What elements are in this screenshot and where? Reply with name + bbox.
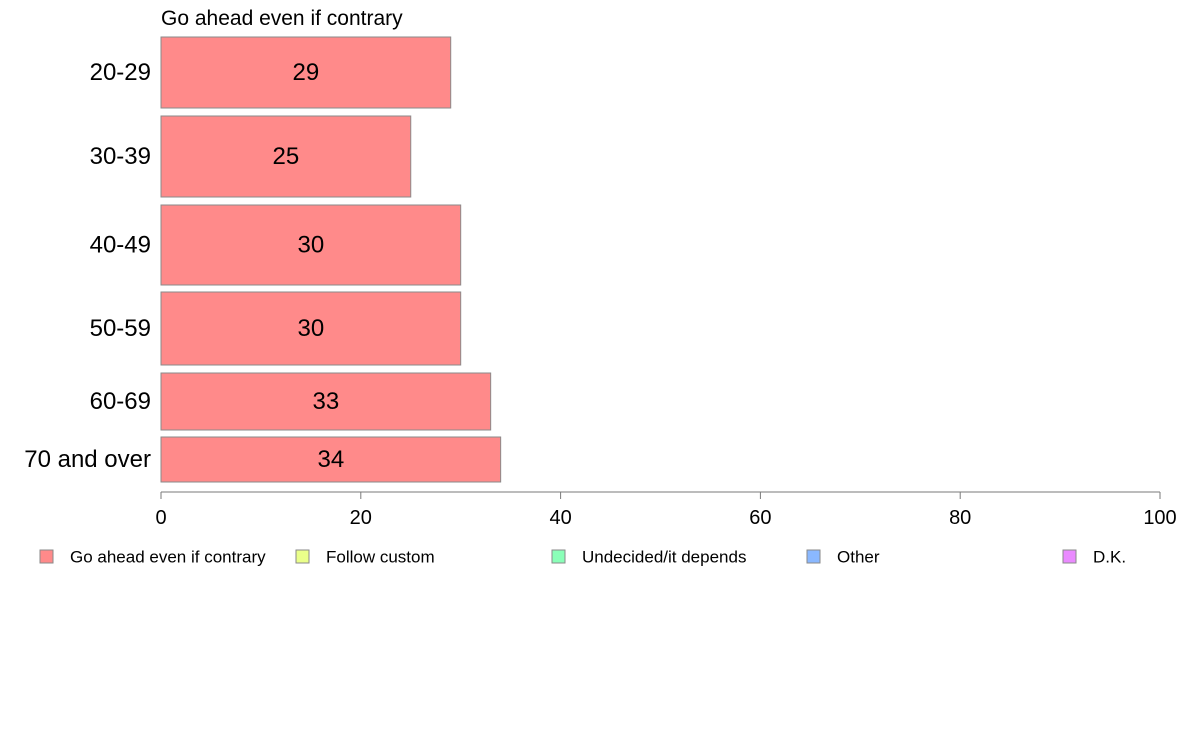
bar-70-and-over [160,436,502,483]
data-label: 34 [317,446,344,473]
legend-swatch [1062,549,1077,564]
legend-label: Undecided/it depends [582,548,746,567]
legend-swatch [551,549,566,564]
bar-60-69 [160,372,492,431]
legend-swatch [806,549,821,564]
legend-swatch [39,549,54,564]
data-label: 25 [273,143,300,170]
category-label: 70 and over [24,446,151,473]
x-tick-label: 100 [1143,507,1176,529]
legend-label: Go ahead even if contrary [70,548,266,567]
x-axis: 0 20 40 60 80 100 [155,491,1177,529]
category-label: 40-49 [90,232,151,259]
chart-title: Go ahead even if contrary [161,7,403,30]
bar-30-39 [160,115,412,198]
data-label: 29 [293,59,320,86]
category-label: 20-29 [90,59,151,86]
data-label: 30 [297,232,324,259]
x-tick-label: 0 [155,507,166,529]
data-label: 30 [297,315,324,342]
x-tick-label: 80 [949,507,971,529]
category-label: 30-39 [90,143,151,170]
legend-label: D.K. [1093,548,1126,567]
legend-swatch [295,549,310,564]
x-tick-label: 20 [350,507,372,529]
bar-20-29 [160,36,452,109]
legend: Go ahead even if contrary Follow custom Un… [39,548,1126,567]
data-label: 33 [312,388,339,415]
category-label: 60-69 [90,388,151,415]
legend-label: Follow custom [326,548,435,567]
bar-50-59 [160,291,462,366]
bar-40-49 [160,204,462,286]
category-label: 50-59 [90,315,151,342]
bars-layer: 29 20-29 25 30-39 30 40-49 30 50-59 33 60-69 34 70 … [24,36,502,483]
legend-label: Other [837,548,880,567]
x-tick-label: 60 [749,507,771,529]
x-tick-label: 40 [549,507,571,529]
